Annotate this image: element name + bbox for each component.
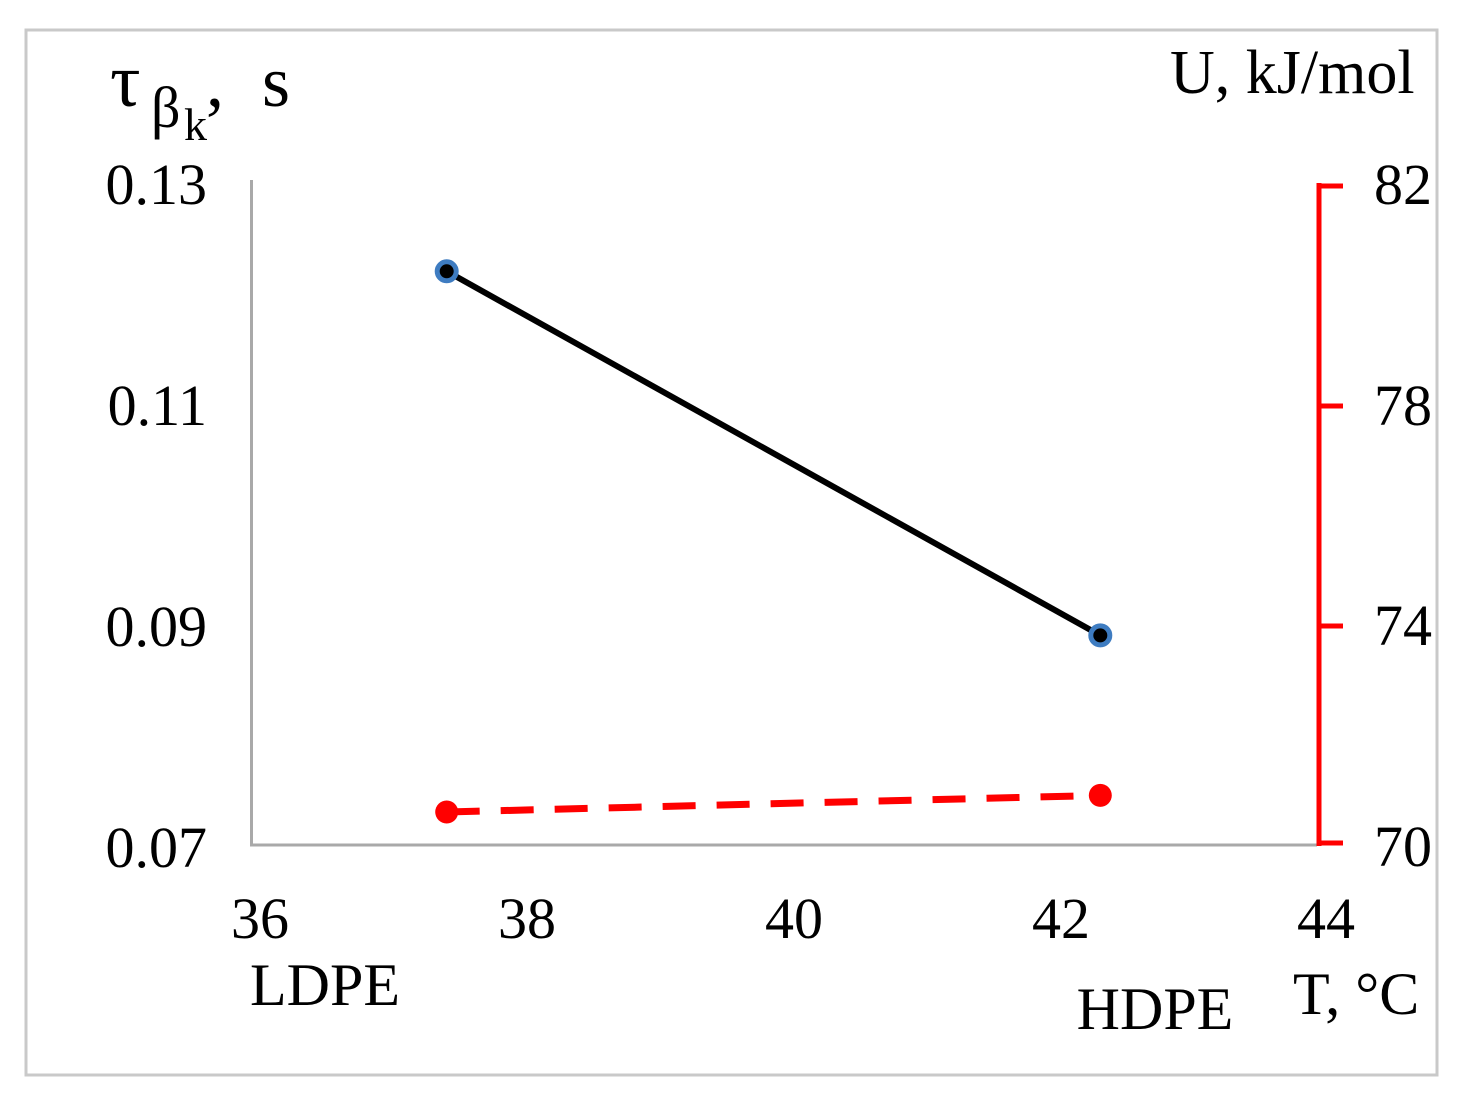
x-tick-label: 38: [498, 886, 556, 951]
x-axis-title: T, °C: [1293, 961, 1419, 1027]
left-y-axis-tick-labels: 0.13 0.11 0.09 0.07: [106, 152, 208, 880]
left-tick-label: 0.11: [108, 373, 207, 438]
right-y-axis: [1316, 183, 1343, 846]
left-tick-label: 0.07: [106, 815, 208, 880]
left-axis-unit: , s: [206, 42, 300, 122]
x-tick-label: 44: [1297, 886, 1355, 951]
x-axis-tick-labels: 36 38 40 42 44: [231, 886, 1355, 951]
right-tick-label: 82: [1374, 152, 1432, 217]
right-y-axis-tick-labels: 82 78 74 70: [1374, 152, 1432, 879]
data-point-tau: [1088, 623, 1113, 648]
left-axis-symbol: τ: [110, 39, 141, 123]
right-y-axis-title: U, kJ/mol: [1170, 39, 1415, 107]
left-y-axis-title: τ β k , s: [110, 39, 300, 150]
series-line-tau: [445, 268, 1102, 639]
right-tick-label: 74: [1374, 593, 1432, 658]
left-tick-label: 0.13: [106, 152, 208, 217]
x-tick-label: 42: [1032, 886, 1090, 951]
right-tick-label: 78: [1374, 373, 1432, 438]
annotation-ldpe: LDPE: [250, 952, 400, 1018]
right-tick-label: 70: [1374, 814, 1432, 879]
left-axis-subsubscript: k: [184, 99, 207, 150]
series-line-U: [446, 791, 1101, 816]
left-axis-subscript: β: [151, 75, 181, 140]
x-tick-label: 36: [231, 886, 289, 951]
x-tick-label: 40: [765, 886, 823, 951]
data-point-tau: [434, 259, 459, 284]
figure-border: [24, 28, 1439, 1077]
plot-layer: [434, 259, 1113, 824]
annotation-hdpe: HDPE: [1077, 976, 1234, 1042]
left-tick-label: 0.09: [106, 594, 208, 659]
data-point-U: [435, 800, 459, 824]
data-point-U: [1088, 783, 1112, 807]
